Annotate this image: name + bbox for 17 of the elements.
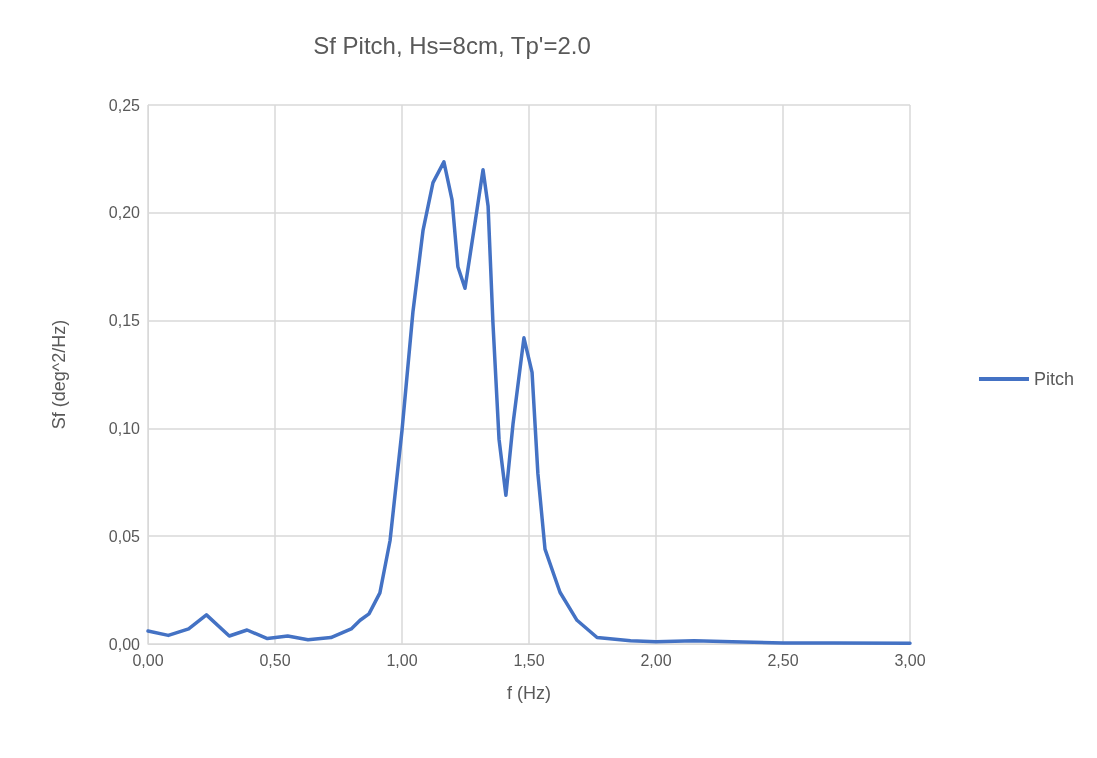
legend-label: Pitch	[1033, 369, 1075, 389]
chart-title: Sf Pitch, Hs=8cm, Tp'=2.0	[313, 31, 591, 59]
x-tick-label: 0,00	[132, 651, 164, 669]
x-tick-label: 1,00	[386, 651, 418, 669]
y-axis-title: Sf (deg^2/Hz)	[49, 319, 69, 430]
y-tick-label: 0,10	[108, 419, 141, 437]
x-tick-label: 3,00	[894, 651, 926, 669]
y-tick-label: 0,15	[108, 312, 141, 330]
y-tick-label: 0,05	[108, 527, 141, 545]
x-axis-title: f (Hz)	[507, 683, 551, 703]
x-tick-label: 1,50	[513, 651, 545, 669]
x-tick-label: 0,50	[259, 651, 291, 669]
y-tick-label: 0,20	[108, 204, 141, 222]
x-tick-label: 2,50	[767, 651, 799, 669]
x-tick-label: 2,00	[640, 651, 672, 669]
y-tick-label: 0,00	[108, 635, 141, 653]
y-tick-label: 0,25	[108, 96, 141, 114]
